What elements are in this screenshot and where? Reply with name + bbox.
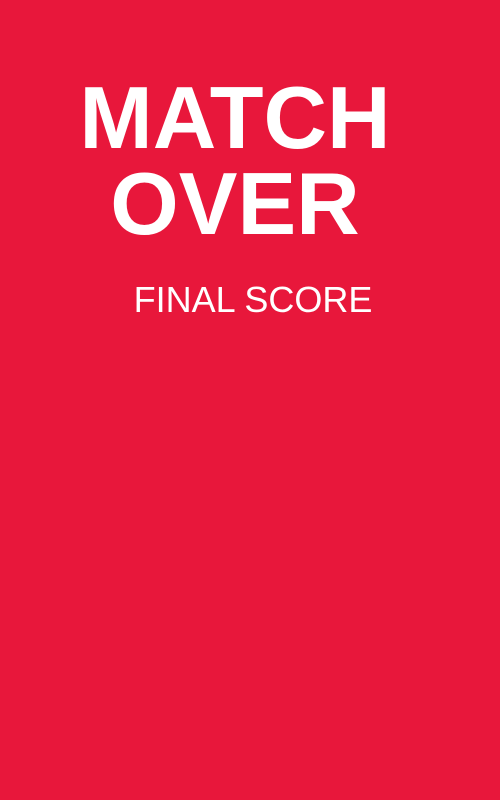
title-over: OVER	[110, 154, 360, 253]
final-score-label: FINAL SCORE	[133, 279, 373, 320]
title-match: MATCH	[79, 68, 391, 167]
